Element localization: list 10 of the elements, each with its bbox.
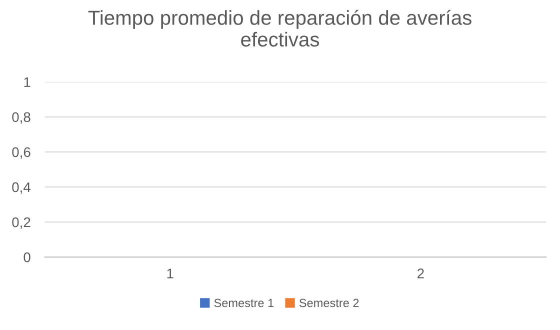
y-tick-label: 1 xyxy=(24,77,30,87)
y-tick-label: 0 xyxy=(24,252,30,262)
legend-label: Semestre 2 xyxy=(299,298,359,308)
y-tick-label: 0,6 xyxy=(12,147,30,159)
x-tick-label: 2 xyxy=(418,268,424,278)
y-tick-label: 0,4 xyxy=(12,182,31,194)
y-tick-label: 0,8 xyxy=(12,112,30,124)
chart-title: Tiempo promedio de reparación de averías efectivas xyxy=(88,10,472,47)
y-tick-label: 0,2 xyxy=(12,217,30,229)
legend-label: Semestre 1 xyxy=(214,298,274,308)
